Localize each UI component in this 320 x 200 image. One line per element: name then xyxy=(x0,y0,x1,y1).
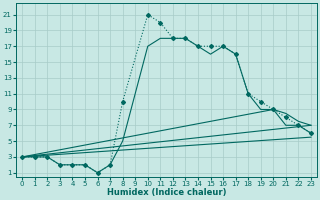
X-axis label: Humidex (Indice chaleur): Humidex (Indice chaleur) xyxy=(107,188,226,197)
